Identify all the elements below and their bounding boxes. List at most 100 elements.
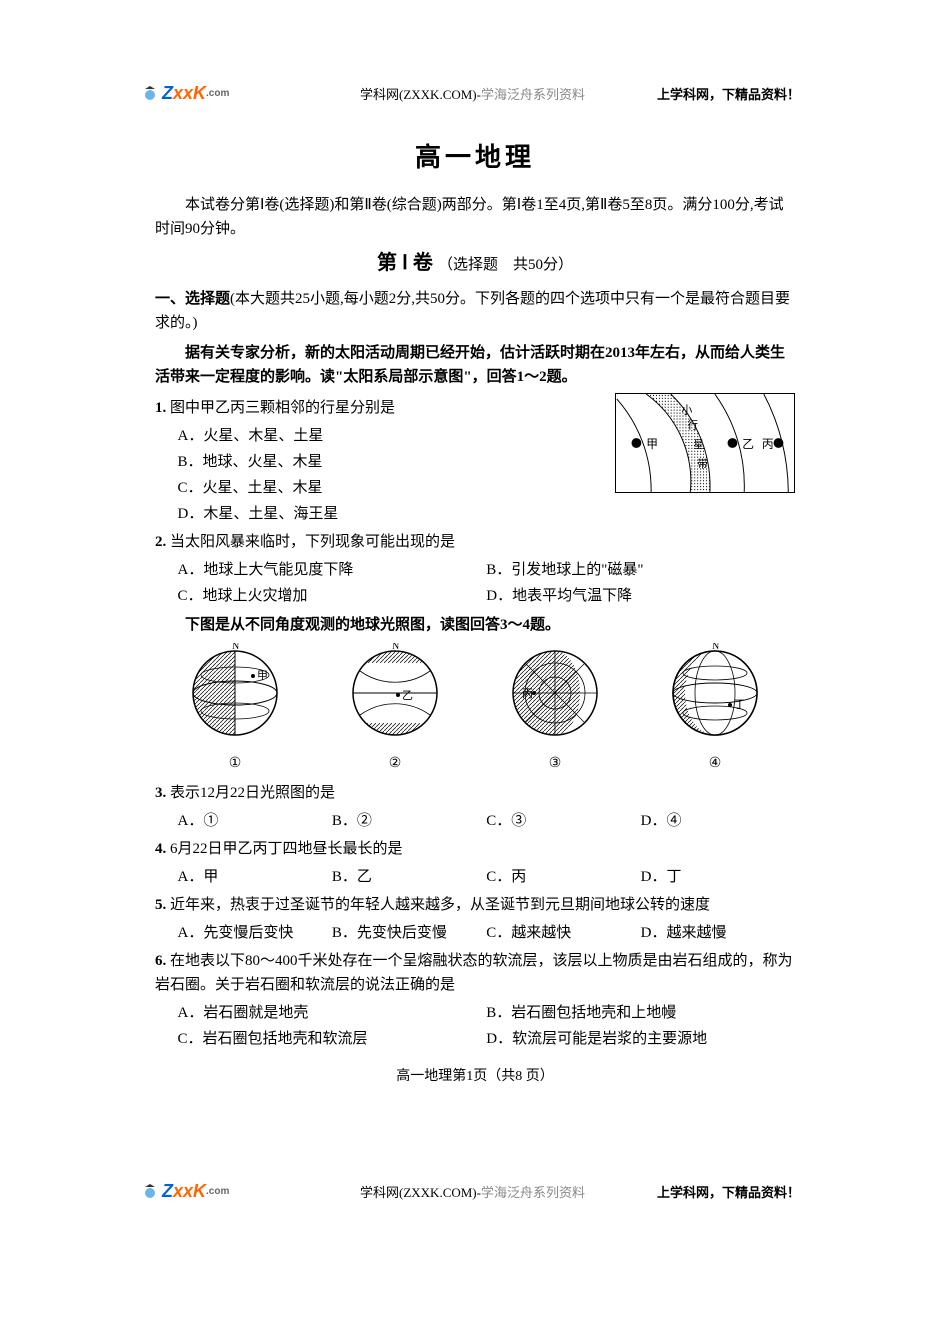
- svg-text:N: N: [712, 643, 719, 652]
- diagram-label-bing: 丙: [762, 437, 774, 450]
- q3-opt-d: D．④: [641, 808, 795, 834]
- footer-tagline: 学海泛舟系列资料: [481, 1185, 585, 1200]
- footer-logo-xxk: xxK: [173, 1181, 206, 1202]
- svg-text:小: 小: [681, 404, 692, 416]
- q2-text: 当太阳风暴来临时，下列现象可能出现的是: [170, 534, 455, 550]
- q5-opt-d: D．越来越慢: [641, 920, 795, 946]
- q3-text: 表示12月22日光照图的是: [170, 785, 335, 801]
- question-4: 4. 6月22日甲乙丙丁四地昼长最长的是: [155, 837, 795, 861]
- solar-system-diagram: 甲 乙 丙 小 行 星 带: [615, 393, 795, 493]
- q5-opt-a: A．先变慢后变快: [178, 920, 332, 946]
- q3-opt-b: B．②: [332, 808, 486, 834]
- q1-num: 1.: [155, 400, 166, 416]
- doc-title: 高一地理: [155, 137, 795, 179]
- page-header: Z xxK .com 学科网(ZXXK.COM)-学海泛舟系列资料 上学科网，下…: [0, 78, 945, 108]
- page-number: 高一地理第1页（共8 页）: [155, 1066, 795, 1088]
- globe-1-svg: N 甲: [180, 643, 290, 743]
- footer-logo-icon: [140, 1181, 160, 1201]
- footer-site-name: 学科网(ZXXK.COM)-: [360, 1185, 481, 1200]
- globe-3-label: ③: [500, 753, 610, 775]
- q2-opt-c: C．地球上火灾增加: [178, 583, 487, 609]
- q4-opt-b: B．乙: [332, 864, 486, 890]
- exam-intro: 本试卷分第Ⅰ卷(选择题)和第Ⅱ卷(综合题)两部分。第Ⅰ卷1至4页,第Ⅱ卷5至8页…: [155, 193, 795, 241]
- q1-opt-c: C．火星、土星、木星: [178, 475, 608, 501]
- part-1-label: 一、选择题: [155, 291, 230, 307]
- section-1-subtitle: （选择题 共50分）: [438, 257, 573, 273]
- svg-text:丙: 丙: [522, 688, 533, 700]
- q3-num: 3.: [155, 785, 166, 801]
- svg-text:乙: 乙: [402, 689, 413, 702]
- q6-options: A．岩石圈就是地壳 B．岩石圈包括地壳和上地幔 C．岩石圈包括地壳和软流层 D．…: [155, 1000, 795, 1052]
- logo-xxk: xxK: [173, 83, 206, 104]
- context-2: 下图是从不同角度观测的地球光照图，读图回答3～4题。: [155, 613, 795, 637]
- globe-3-svg: 丙: [500, 643, 610, 743]
- q5-opt-c: C．越来越快: [486, 920, 640, 946]
- q5-opt-b: B．先变快后变慢: [332, 920, 486, 946]
- q4-num: 4.: [155, 841, 166, 857]
- q1-text: 图中甲乙丙三颗相邻的行星分别是: [170, 400, 395, 416]
- globe-1-label: ①: [180, 753, 290, 775]
- question-3: 3. 表示12月22日光照图的是: [155, 781, 795, 805]
- footer-slogan: 上学科网，下精品资料！: [657, 1182, 800, 1201]
- q4-opt-d: D．丁: [641, 864, 795, 890]
- footer-logo-z: Z: [162, 1181, 173, 1202]
- globe-2: N 乙 ②: [340, 643, 450, 775]
- svg-text:N: N: [392, 643, 399, 652]
- globe-4-svg: N 丁: [660, 643, 770, 743]
- svg-text:丁: 丁: [734, 699, 745, 711]
- part-1-instructions: 一、选择题(本大题共25小题,每小题2分,共50分。下列各题的四个选项中只有一个…: [155, 287, 795, 335]
- globe-4-label: ④: [660, 753, 770, 775]
- footer-logo-com: .com: [206, 1186, 229, 1197]
- q2-opt-a: A．地球上大气能见度下降: [178, 557, 487, 583]
- header-tagline: 学海泛舟系列资料: [481, 87, 585, 102]
- header-site-name: 学科网(ZXXK.COM)-: [360, 87, 481, 102]
- question-5: 5. 近年来，热衷于过圣诞节的年轻人越来越多，从圣诞节到元旦期间地球公转的速度: [155, 893, 795, 917]
- header-center: 学科网(ZXXK.COM)-学海泛舟系列资料: [360, 84, 585, 103]
- q1-opt-a: A．火星、木星、土星: [178, 423, 608, 449]
- q1-opt-b: B．地球、火星、木星: [178, 449, 608, 475]
- q3-opt-c: C．③: [486, 808, 640, 834]
- q5-text: 近年来，热衷于过圣诞节的年轻人越来越多，从圣诞节到元旦期间地球公转的速度: [170, 897, 710, 913]
- q4-opt-a: A．甲: [178, 864, 332, 890]
- diagram-label-jia: 甲: [646, 437, 658, 450]
- question-6: 6. 在地表以下80～400千米处存在一个呈熔融状态的软流层，该层以上物质是由岩…: [155, 949, 795, 997]
- globe-3: 丙 ③: [500, 643, 610, 775]
- question-1: 1. 图中甲乙丙三颗相邻的行星分别是: [155, 396, 607, 420]
- q1-row: 1. 图中甲乙丙三颗相邻的行星分别是 A．火星、木星、土星 B．地球、火星、木星…: [155, 393, 795, 527]
- q1-options: A．火星、木星、土星 B．地球、火星、木星 C．火星、土星、木星 D．木星、土星…: [155, 423, 607, 527]
- globe-2-label: ②: [340, 753, 450, 775]
- svg-text:N: N: [232, 643, 239, 652]
- footer-center: 学科网(ZXXK.COM)-学海泛舟系列资料: [360, 1182, 585, 1201]
- globe-diagrams: N 甲 ① N 乙 ②: [155, 643, 795, 775]
- site-logo: Z xxK .com: [140, 83, 229, 104]
- logo-icon: [140, 83, 160, 103]
- q6-opt-d: D．软流层可能是岩浆的主要源地: [486, 1026, 795, 1052]
- footer-logo: Z xxK .com: [140, 1181, 229, 1202]
- q3-opt-a: A．①: [178, 808, 332, 834]
- q6-opt-a: A．岩石圈就是地壳: [178, 1000, 487, 1026]
- svg-text:带: 带: [697, 458, 708, 470]
- section-1-title: 第 Ⅰ 卷 （选择题 共50分）: [155, 247, 795, 279]
- q2-opt-b: B．引发地球上的"磁暴": [486, 557, 795, 583]
- logo-com: .com: [206, 88, 229, 99]
- q4-options: A．甲 B．乙 C．丙 D．丁: [155, 864, 795, 890]
- section-1-title-text: 第 Ⅰ 卷: [377, 252, 433, 274]
- globe-1: N 甲 ①: [180, 643, 290, 775]
- context-1: 据有关专家分析，新的太阳活动周期已经开始，估计活跃时期在2013年左右，从而给人…: [155, 341, 795, 389]
- q4-text: 6月22日甲乙丙丁四地昼长最长的是: [170, 841, 403, 857]
- globe-2-svg: N 乙: [340, 643, 450, 743]
- q5-num: 5.: [155, 897, 166, 913]
- diagram-label-yi: 乙: [742, 437, 754, 450]
- q6-text: 在地表以下80～400千米处存在一个呈熔融状态的软流层，该层以上物质是由岩石组成…: [155, 953, 793, 993]
- q2-num: 2.: [155, 534, 166, 550]
- svg-text:星: 星: [693, 438, 704, 450]
- logo-z: Z: [162, 83, 173, 104]
- question-2: 2. 当太阳风暴来临时，下列现象可能出现的是: [155, 530, 795, 554]
- svg-text:行: 行: [687, 418, 698, 431]
- globe-4: N 丁 ④: [660, 643, 770, 775]
- q6-opt-c: C．岩石圈包括地壳和软流层: [178, 1026, 487, 1052]
- svg-text:甲: 甲: [257, 670, 268, 682]
- q3-options: A．① B．② C．③ D．④: [155, 808, 795, 834]
- q2-opt-d: D．地表平均气温下降: [486, 583, 795, 609]
- part-1-desc: (本大题共25小题,每小题2分,共50分。下列各题的四个选项中只有一个是最符合题…: [155, 291, 790, 331]
